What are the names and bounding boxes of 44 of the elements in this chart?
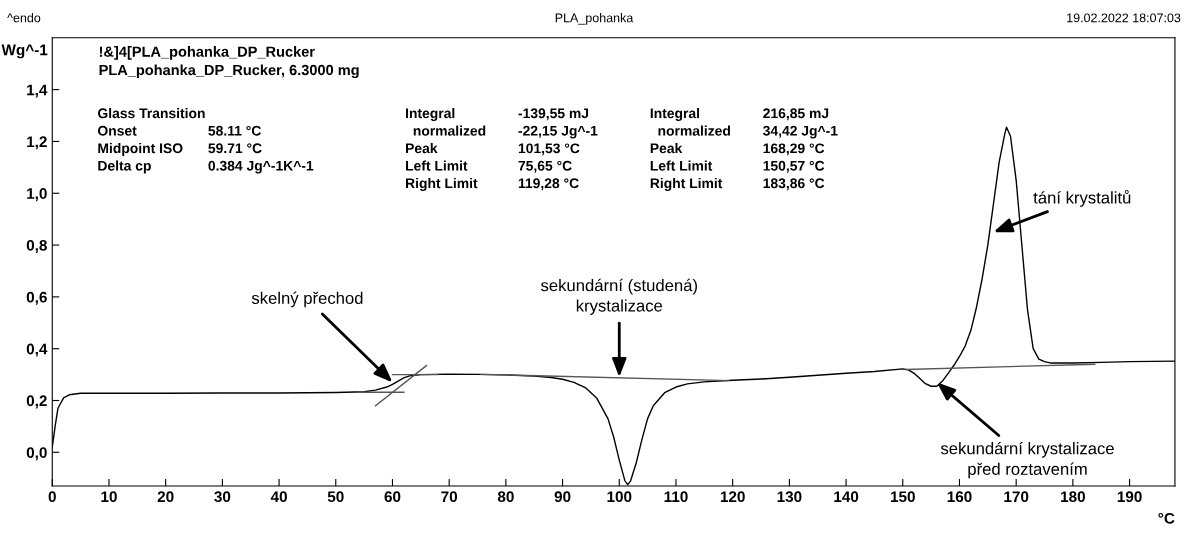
x-tick-label: 140 xyxy=(834,491,859,503)
x-tick-label: 60 xyxy=(384,491,401,503)
x-tick-label: 90 xyxy=(554,491,571,503)
y-tick-label: 1,2 xyxy=(27,136,47,150)
annotation: skelný přechod xyxy=(251,291,363,308)
y-tick-label: 0,0 xyxy=(26,447,47,461)
text: ^endo xyxy=(7,13,41,23)
annotation: Integral normalized Peak Left Limit Right Limit xyxy=(406,108,486,191)
x-tick-label: 100 xyxy=(607,491,632,503)
x-axis-title: °C xyxy=(1158,512,1175,524)
y-tick-label: 1,0 xyxy=(27,188,47,202)
y-tick-label: 1,4 xyxy=(27,84,48,98)
y-tick-label: 0,8 xyxy=(26,239,47,253)
text: 19.02.2022 18:07:03 xyxy=(1067,13,1181,23)
x-tick-label: 40 xyxy=(270,491,287,503)
x-tick-label: 180 xyxy=(1061,491,1085,503)
annotation: !&]4[PLA_pohanka_DP_Rucker PLA_pohanka_DP_Rucker, 6.3000 mg xyxy=(99,46,359,79)
y-tick-label: 0,4 xyxy=(26,343,48,357)
x-tick-label: 170 xyxy=(1004,491,1029,503)
annotation: Glass Transition Onset Midpoint ISO Delta cp xyxy=(97,108,205,174)
y-tick-label: 0,6 xyxy=(26,291,47,305)
x-tick-label: 120 xyxy=(720,491,745,503)
annotation: sekundární krystalizace před roztavením xyxy=(940,441,1114,479)
annotation: Integral normalized Peak Left Limit Right Limit xyxy=(650,108,730,191)
x-tick-label: 160 xyxy=(947,491,972,503)
y-tick-label: 0,2 xyxy=(26,395,47,409)
x-tick-label: 80 xyxy=(497,491,514,503)
x-tick-label: 130 xyxy=(777,491,802,503)
annotation: tání krystalitů xyxy=(1033,189,1131,207)
x-tick-label: 10 xyxy=(101,491,117,503)
x-tick-label: 190 xyxy=(1117,491,1142,503)
y-axis-title: Wg^-1 xyxy=(1,44,48,59)
x-tick-label: 70 xyxy=(441,491,458,503)
annotation: -139,55 mJ -22,15 Jg^-1 101,53 °C 75,65 °C 119,28 °C xyxy=(518,108,598,191)
chart-title: PLA_pohanka xyxy=(555,13,634,25)
x-tick-label: 30 xyxy=(214,491,231,503)
x-tick-label: 50 xyxy=(327,491,344,503)
x-tick-label: 20 xyxy=(157,491,174,503)
x-tick-label: 0 xyxy=(48,491,56,503)
annotation: 216,85 mJ 34,42 Jg^-1 168,29 °C 150,57 °C 183,86 °C xyxy=(763,108,838,191)
x-tick-label: 150 xyxy=(890,491,915,503)
annotation: 58.11 °C 59.71 °C 0.384 Jg^-1K^-1 xyxy=(208,125,314,174)
x-tick-label: 110 xyxy=(664,491,688,503)
annotation: sekundární (studená) krystalizace xyxy=(540,278,697,315)
